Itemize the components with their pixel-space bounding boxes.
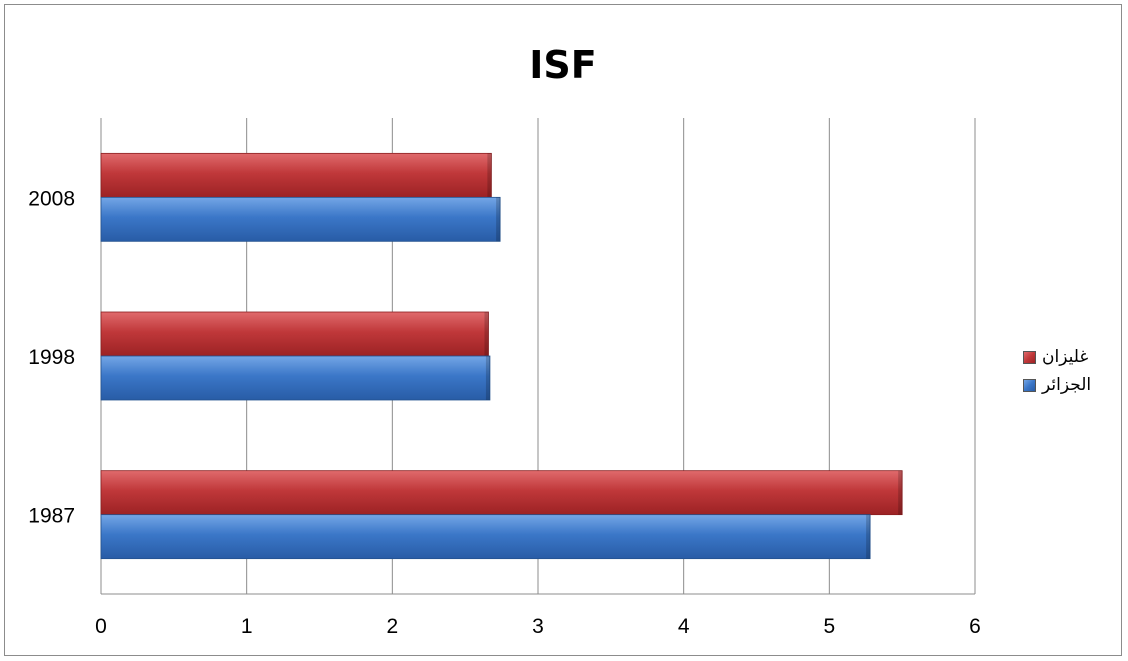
bar-2008-series-1 (100, 196, 501, 242)
y-tick-label: 2008 (28, 187, 75, 210)
y-tick-label: 1987 (28, 505, 75, 528)
x-tick-label: 2 (386, 615, 398, 638)
x-tick-label: 6 (969, 615, 981, 638)
chart-title: ISF (529, 43, 597, 87)
bar-edge-shade (485, 356, 490, 400)
legend-item: الجزائر (1023, 371, 1123, 399)
legend-item: غليزان (1023, 343, 1123, 371)
bar-1998-series-0 (100, 311, 489, 357)
legend: غليزان الجزائر (1023, 343, 1123, 399)
legend-swatch (1023, 350, 1036, 364)
bar-2008-series-0 (100, 152, 492, 198)
chart-frame: ISF 0 1 2 3 4 5 6 1987 1998 2008 غليزان الجزائر (4, 4, 1122, 656)
bar-edge-shade (487, 153, 492, 198)
bar-1987-series-1 (100, 514, 871, 560)
bar-edge-shade (484, 312, 489, 356)
x-tick-label: 1 (241, 615, 253, 638)
bar-edge-shade (866, 514, 871, 559)
y-tick-label: 1998 (28, 346, 75, 369)
legend-label: غليزان (1042, 347, 1089, 367)
bar-1998-series-1 (100, 355, 491, 401)
x-tick-label: 5 (823, 615, 835, 638)
legend-label: الجزائر (1042, 375, 1092, 395)
x-tick-label: 3 (532, 615, 544, 638)
bar-edge-shade (898, 470, 903, 515)
bar-1987-series-0 (100, 470, 903, 516)
legend-swatch (1023, 378, 1036, 392)
x-tick-label: 0 (95, 615, 107, 638)
x-tick-label: 4 (678, 615, 690, 638)
bar-edge-shade (496, 197, 501, 242)
plot-area: 0 1 2 3 4 5 6 1987 1998 2008 (28, 118, 981, 638)
